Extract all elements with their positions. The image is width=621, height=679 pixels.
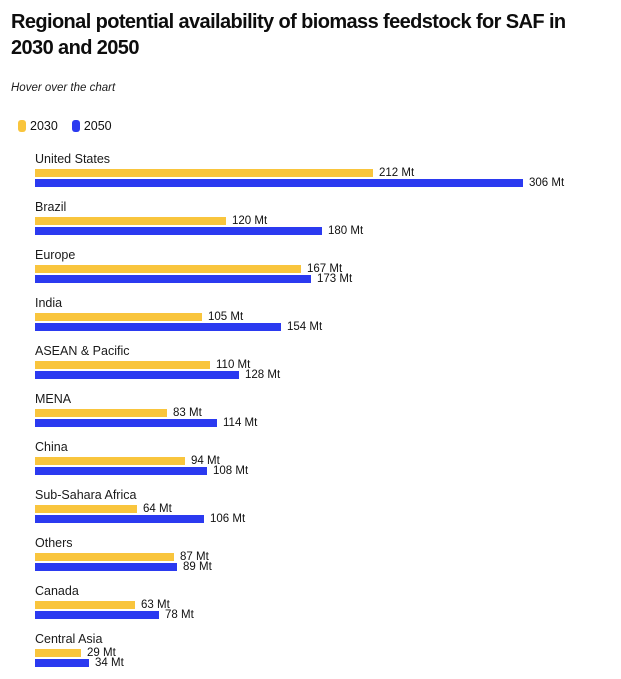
- bar-value-label: 63 Mt: [141, 599, 170, 611]
- region-label: India: [35, 296, 63, 310]
- bar-value-label: 167 Mt: [307, 263, 343, 275]
- chart-row: Brazil 120 Mt 180 Mt: [35, 200, 611, 237]
- bar-2030[interactable]: [35, 265, 301, 273]
- legend-item-2050: 2050: [71, 119, 112, 133]
- region-label: Central Asia: [35, 632, 103, 646]
- bar-2050[interactable]: [35, 515, 204, 523]
- legend-label-2050: 2050: [83, 119, 112, 133]
- bar-value-label: 89 Mt: [183, 561, 212, 573]
- region-label: United States: [35, 152, 111, 166]
- bar-value-label: 212 Mt: [379, 167, 415, 179]
- bar-value-label: 34 Mt: [95, 657, 124, 669]
- legend-swatch-2030-icon: [18, 120, 26, 132]
- chart-row: Canada 63 Mt 78 Mt: [35, 584, 611, 621]
- chart-hover-hint: Hover over the chart: [11, 82, 116, 94]
- bar-2030[interactable]: [35, 649, 81, 657]
- bar-2030[interactable]: [35, 361, 210, 369]
- region-label: ASEAN & Pacific: [35, 344, 130, 358]
- region-label: Europe: [35, 248, 76, 262]
- legend-swatch-2050-icon: [71, 120, 80, 132]
- page-title: Regional potential availability of bioma…: [11, 11, 566, 59]
- bar-2050[interactable]: [35, 275, 311, 283]
- bar-2030[interactable]: [35, 217, 226, 225]
- bar-value-label: 106 Mt: [210, 513, 246, 525]
- chart-row: United States 212 Mt 306 Mt: [35, 152, 611, 189]
- chart-row: MENA 83 Mt 114 Mt: [35, 392, 611, 429]
- bar-2030[interactable]: [35, 505, 137, 513]
- bar-value-label: 64 Mt: [143, 503, 172, 515]
- bar-2030[interactable]: [35, 601, 135, 609]
- chart-row: ASEAN & Pacific 110 Mt 128 Mt: [35, 344, 611, 381]
- legend-item-2030: 2030: [18, 119, 58, 133]
- bar-2030[interactable]: [35, 553, 174, 561]
- region-label: Sub-Sahara Africa: [35, 488, 137, 502]
- region-label: Others: [35, 536, 73, 550]
- bar-value-label: 83 Mt: [173, 407, 202, 419]
- bar-2050[interactable]: [35, 419, 217, 427]
- bar-value-label: 78 Mt: [165, 609, 194, 621]
- bar-2050[interactable]: [35, 323, 281, 331]
- bar-value-label: 110 Mt: [216, 359, 251, 371]
- bar-value-label: 154 Mt: [287, 321, 323, 333]
- bar-2030[interactable]: [35, 457, 185, 465]
- bar-value-label: 114 Mt: [223, 417, 258, 429]
- bar-value-label: 105 Mt: [208, 311, 244, 323]
- bar-value-label: 94 Mt: [191, 455, 220, 467]
- bar-value-label: 128 Mt: [245, 369, 281, 381]
- chart-row: India 105 Mt 154 Mt: [35, 296, 611, 333]
- bar-value-label: 173 Mt: [317, 273, 353, 285]
- bar-2030[interactable]: [35, 313, 202, 321]
- bar-value-label: 87 Mt: [180, 551, 209, 563]
- chart-row: Central Asia 29 Mt 34 Mt: [35, 632, 611, 669]
- legend: 2030 2050: [11, 119, 611, 133]
- bar-value-label: 120 Mt: [232, 215, 268, 227]
- bar-2050[interactable]: [35, 563, 177, 571]
- region-label: China: [35, 440, 68, 454]
- bar-2050[interactable]: [35, 611, 159, 619]
- chart: United States 212 Mt 306 Mt Brazil 120 M…: [11, 152, 611, 669]
- bar-2030[interactable]: [35, 169, 373, 177]
- bar-value-label: 108 Mt: [213, 465, 249, 477]
- region-label: Brazil: [35, 200, 67, 214]
- bar-2050[interactable]: [35, 179, 523, 187]
- bar-2050[interactable]: [35, 659, 89, 667]
- bar-2050[interactable]: [35, 371, 239, 379]
- bar-value-label: 306 Mt: [529, 177, 565, 189]
- bar-value-label: 29 Mt: [87, 647, 116, 659]
- region-label: Canada: [35, 584, 79, 598]
- bar-2030[interactable]: [35, 409, 167, 417]
- chart-row: Sub-Sahara Africa 64 Mt 106 Mt: [35, 488, 611, 525]
- region-label: MENA: [35, 392, 72, 406]
- bar-value-label: 180 Mt: [328, 225, 364, 237]
- bar-2050[interactable]: [35, 467, 207, 475]
- chart-row: China 94 Mt 108 Mt: [35, 440, 611, 477]
- chart-row: Europe 167 Mt 173 Mt: [35, 248, 611, 285]
- legend-label-2030: 2030: [30, 119, 58, 133]
- bar-2050[interactable]: [35, 227, 322, 235]
- chart-row: Others 87 Mt 89 Mt: [35, 536, 611, 573]
